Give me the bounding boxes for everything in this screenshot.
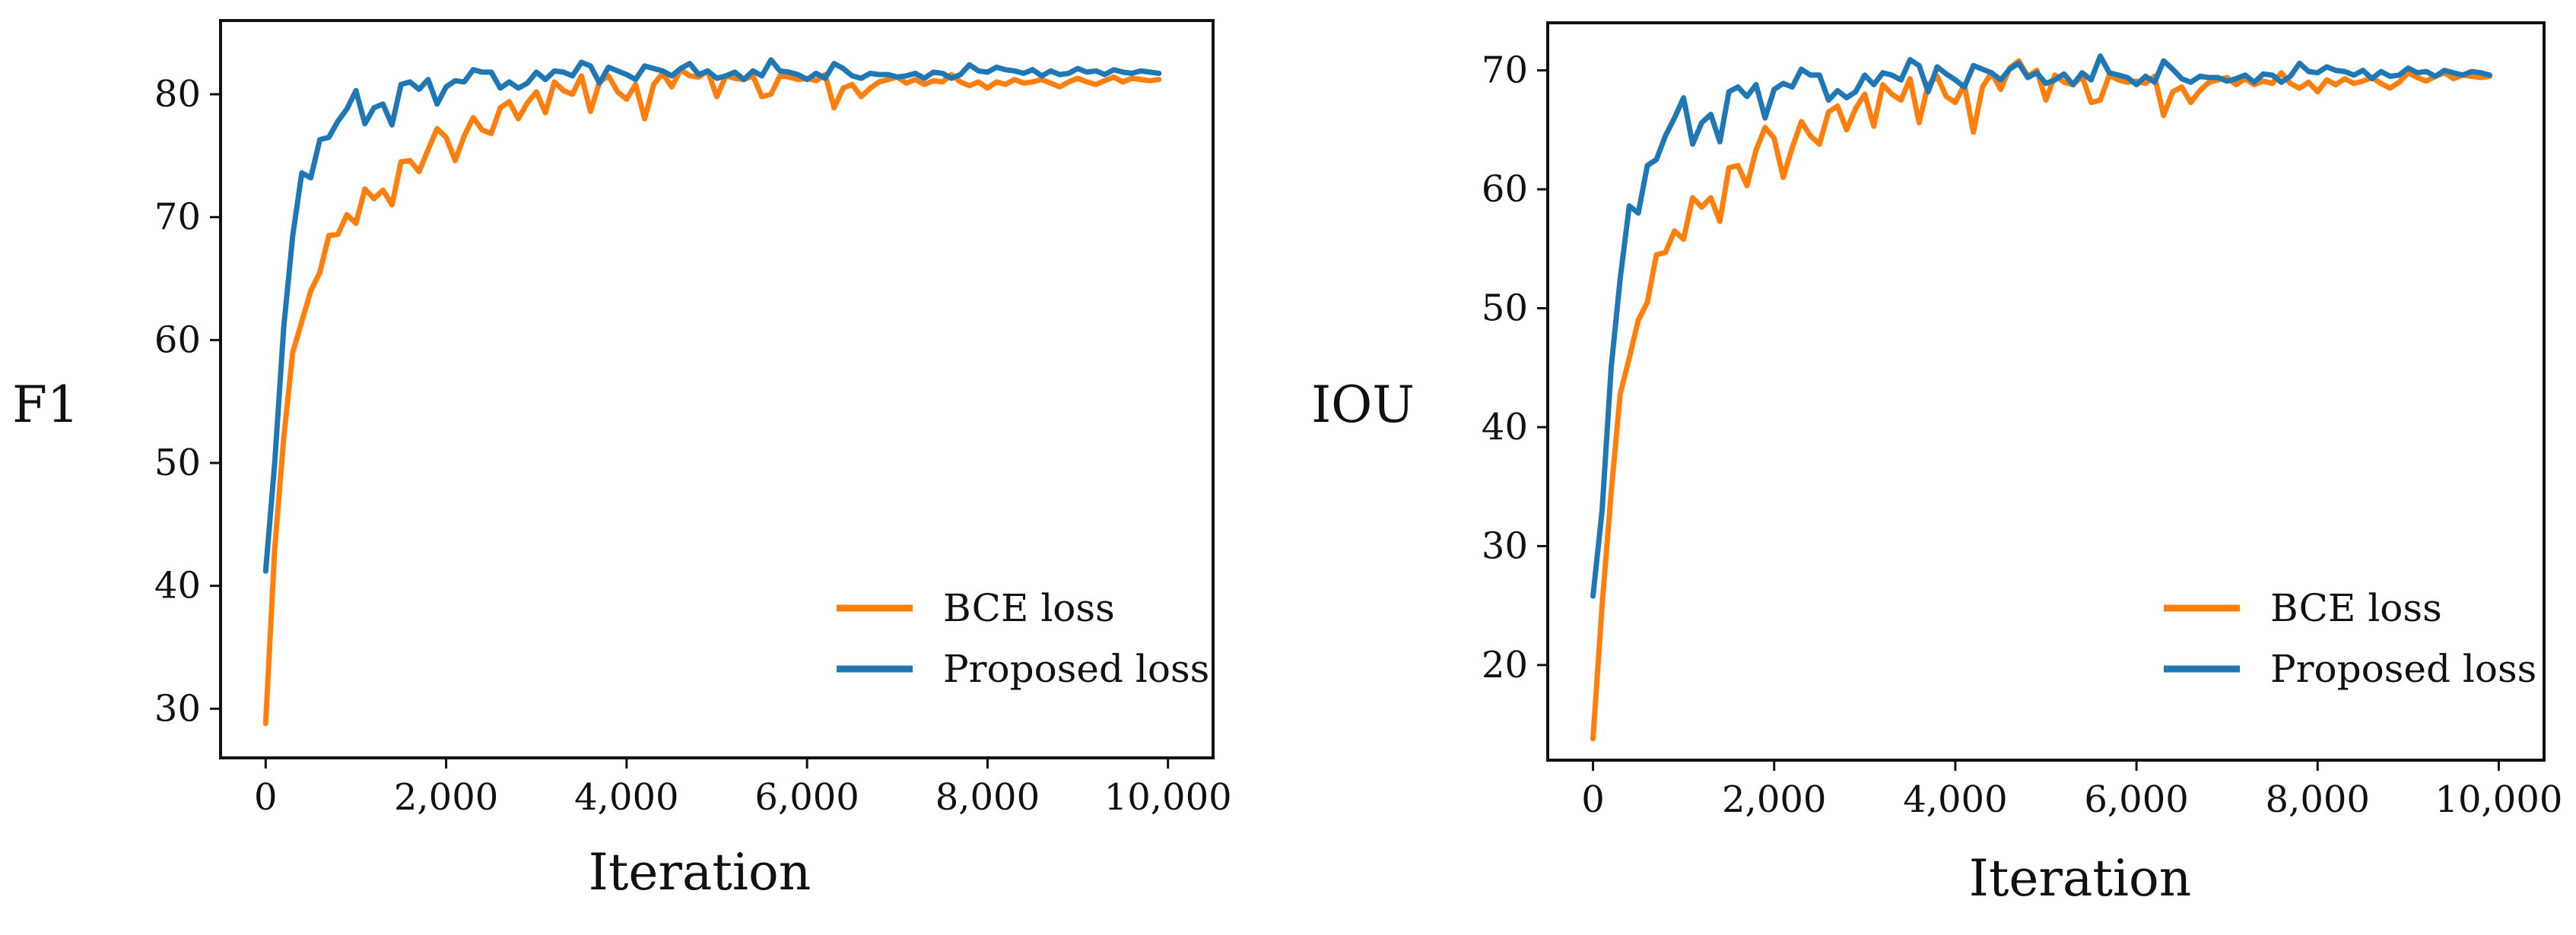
iou-x-tick-label: 2,000: [1722, 778, 1826, 821]
f1-y-tick-label: 50: [154, 442, 201, 484]
iou-chart: 20 30 40 50 60 70 0 2,000 4,000 6,000 8,000 10,000…: [1311, 21, 2562, 908]
f1-y-axis-label: F1: [12, 376, 79, 434]
iou-x-axis-label: Iteration: [1969, 849, 2191, 908]
f1-legend-bce-label: BCE loss: [943, 586, 1115, 630]
iou-legend: BCE loss Proposed loss: [2164, 586, 2536, 691]
iou-y-tick-label: 50: [1482, 287, 1528, 329]
iou-legend-bce-label: BCE loss: [2270, 586, 2442, 630]
iou-series-line-proposed: [1590, 53, 2492, 599]
iou-y-tick-label: 70: [1482, 49, 1528, 92]
iou-y-tick-label: 20: [1482, 644, 1528, 686]
f1-series-line-proposed: [262, 57, 1162, 574]
iou-y-tick-label: 60: [1482, 168, 1528, 211]
iou-y-axis-label: IOU: [1311, 376, 1415, 434]
iou-x-tick-label: 10,000: [2435, 778, 2562, 821]
iou-x-axis: 0 2,000 4,000 6,000 8,000 10,000: [1581, 760, 2562, 821]
f1-y-tick-label: 80: [154, 73, 201, 116]
f1-x-axis: 0 2,000 4,000 6,000 8,000 10,000: [254, 758, 1232, 819]
iou-y-tick-label: 40: [1482, 406, 1528, 448]
f1-y-tick-label: 60: [154, 319, 201, 361]
f1-series-line-bce: [262, 67, 1162, 727]
f1-chart: 30 40 50 60 70 80 0 2,000 4,000 6,000 8,000 10,000…: [12, 19, 1232, 902]
iou-x-tick-label: 8,000: [2266, 778, 2370, 821]
iou-y-axis: 20 30 40 50 60 70: [1482, 49, 1548, 686]
f1-x-tick-label: 4,000: [574, 776, 678, 819]
f1-x-axis-label: Iteration: [589, 843, 811, 902]
f1-plot-frame: [219, 19, 1215, 759]
iou-series-line-bce: [1590, 58, 2492, 742]
iou-plot-frame: [1546, 21, 2546, 762]
iou-x-tick-label: 6,000: [2084, 778, 2188, 821]
f1-x-tick-label: 6,000: [754, 776, 859, 819]
f1-series-lines: [262, 57, 1162, 727]
f1-y-tick-label: 70: [154, 196, 201, 239]
iou-x-tick-label: 4,000: [1903, 778, 2007, 821]
iou-x-tick-label: 0: [1581, 778, 1605, 821]
iou-series-lines: [1590, 53, 2492, 742]
f1-y-tick-label: 40: [154, 565, 201, 607]
f1-y-tick-label: 30: [154, 687, 201, 730]
f1-x-tick-label: 2,000: [394, 776, 498, 819]
iou-y-tick-label: 30: [1482, 525, 1528, 567]
f1-legend: BCE loss Proposed loss: [837, 586, 1209, 691]
f1-x-tick-label: 10,000: [1104, 776, 1232, 819]
iou-legend-proposed-label: Proposed loss: [2270, 647, 2536, 691]
f1-legend-proposed-label: Proposed loss: [943, 647, 1209, 691]
f1-y-axis: 30 40 50 60 70 80: [154, 73, 221, 730]
f1-x-tick-label: 8,000: [935, 776, 1040, 819]
f1-x-tick-label: 0: [254, 776, 278, 819]
